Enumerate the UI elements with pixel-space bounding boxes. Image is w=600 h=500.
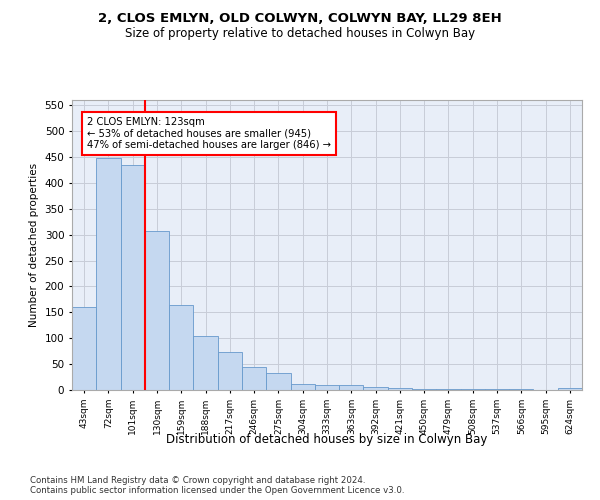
Bar [242,367,266,390]
Text: Size of property relative to detached houses in Colwyn Bay: Size of property relative to detached ho… [125,28,475,40]
Bar [315,385,339,390]
Bar [412,389,436,390]
Bar [339,385,364,390]
Bar [121,164,145,390]
Bar [145,231,169,390]
Bar [266,373,290,390]
Bar [364,388,388,390]
Bar [169,305,193,390]
Text: 2, CLOS EMLYN, OLD COLWYN, COLWYN BAY, LL29 8EH: 2, CLOS EMLYN, OLD COLWYN, COLWYN BAY, L… [98,12,502,26]
Bar [72,307,96,390]
Text: 2 CLOS EMLYN: 123sqm
← 53% of detached houses are smaller (945)
47% of semi-deta: 2 CLOS EMLYN: 123sqm ← 53% of detached h… [86,116,331,150]
Text: Distribution of detached houses by size in Colwyn Bay: Distribution of detached houses by size … [166,432,488,446]
Bar [96,158,121,390]
Bar [388,388,412,390]
Bar [218,352,242,390]
Bar [558,388,582,390]
Bar [193,336,218,390]
Text: Contains HM Land Registry data © Crown copyright and database right 2024.
Contai: Contains HM Land Registry data © Crown c… [30,476,404,495]
Y-axis label: Number of detached properties: Number of detached properties [29,163,39,327]
Bar [290,384,315,390]
